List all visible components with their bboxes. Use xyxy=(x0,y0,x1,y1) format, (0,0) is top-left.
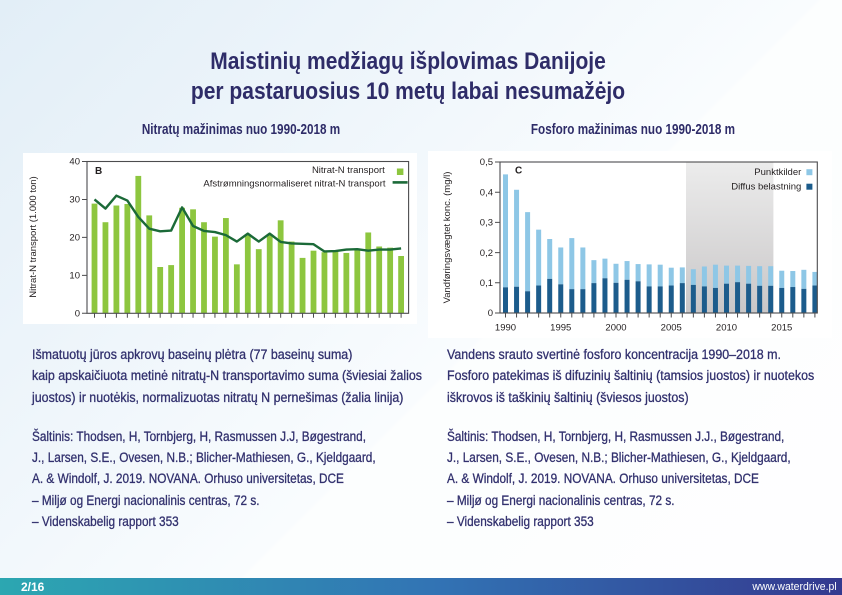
svg-text:0,4: 0,4 xyxy=(480,187,493,198)
svg-text:2015: 2015 xyxy=(771,323,792,334)
svg-text:40: 40 xyxy=(69,157,80,168)
svg-text:2005: 2005 xyxy=(661,323,682,334)
svg-text:0,2: 0,2 xyxy=(480,248,493,259)
svg-text:20: 20 xyxy=(69,233,80,244)
svg-text:10: 10 xyxy=(69,271,80,282)
svg-text:0,3: 0,3 xyxy=(480,218,493,229)
svg-text:Diffus belastning: Diffus belastning xyxy=(731,182,801,193)
svg-text:B: B xyxy=(95,166,102,177)
svg-text:0: 0 xyxy=(488,308,493,319)
svg-text:Nitrat-N transport (1.000 ton): Nitrat-N transport (1.000 ton) xyxy=(28,176,39,297)
svg-text:Punktkilder: Punktkilder xyxy=(754,167,801,178)
svg-text:1990: 1990 xyxy=(495,323,516,334)
svg-text:2000: 2000 xyxy=(605,323,626,334)
svg-text:0,5: 0,5 xyxy=(480,157,493,168)
svg-text:0,1: 0,1 xyxy=(480,278,493,289)
svg-text:Vandføringsvægtet konc. (mg/l): Vandføringsvægtet konc. (mg/l) xyxy=(442,172,453,304)
svg-text:1995: 1995 xyxy=(550,323,571,334)
svg-text:Afstrømningsnormaliseret nitra: Afstrømningsnormaliseret nitrat-N transp… xyxy=(203,178,385,189)
svg-text:C: C xyxy=(515,166,522,177)
svg-text:Nitrat-N transport: Nitrat-N transport xyxy=(312,165,385,176)
svg-text:0: 0 xyxy=(75,309,80,320)
svg-text:2010: 2010 xyxy=(716,323,737,334)
svg-text:30: 30 xyxy=(69,195,80,206)
